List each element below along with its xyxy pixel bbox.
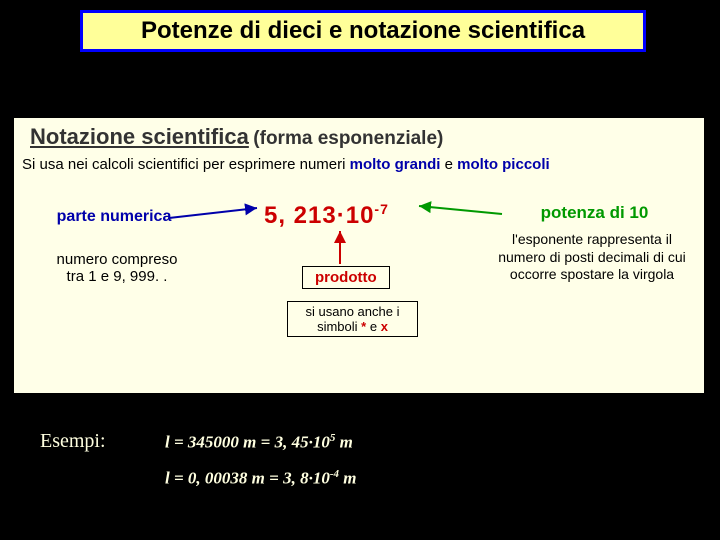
arrow-left-to-expr [169, 196, 269, 226]
simboli-note: si usano anche i simboli * e x [287, 301, 418, 337]
desc-prefix: Si usa nei calcoli scientifici per espri… [22, 156, 350, 173]
esempio-2sup: -4 [330, 468, 339, 480]
left-label: parte numerica [44, 208, 184, 226]
simboli-x: x [381, 319, 388, 334]
page-title: Potenze di dieci e notazione scientifica [80, 10, 646, 52]
section-heading: Notazione scientifica [30, 124, 249, 149]
section-subheading: (forma esponenziale) [253, 128, 443, 149]
expr-sup: -7 [374, 201, 388, 217]
esempi-label: Esempi: [40, 430, 106, 453]
left-sublabel: numero compreso tra 1 e 9, 999. . [42, 251, 192, 285]
esempio-2a: l = 0, 00038 m = 3, 8·10 [165, 469, 330, 488]
esempio-1a: l = 345000 m = 3, 45·10 [165, 433, 330, 452]
simboli-mid: e [366, 319, 380, 334]
right-label: potenza di 10 [507, 203, 682, 223]
content-panel: Notazione scientifica (forma esponenzial… [14, 118, 704, 393]
desc-big: molto grandi [350, 156, 441, 173]
prodotto-label: prodotto [302, 266, 390, 289]
esempio-2b: m [339, 469, 356, 488]
esempio-1: l = 345000 m = 3, 45·105 m [165, 432, 353, 453]
esempio-1b: m [335, 433, 352, 452]
left-sub2: tra 1 e 9, 999. . [67, 268, 168, 285]
section-description: Si usa nei calcoli scientifici per espri… [22, 156, 704, 173]
expr-main: 5, 213·10 [264, 202, 374, 229]
esempio-2: l = 0, 00038 m = 3, 8·10-4 m [165, 468, 356, 489]
desc-small: molto piccoli [457, 156, 550, 173]
right-sublabel: l'esponente rappresenta il numero di pos… [492, 231, 692, 284]
left-sub1: numero compreso [57, 251, 178, 268]
desc-and: e [440, 156, 457, 173]
center-expression: 5, 213·10-7 [264, 201, 389, 230]
arrow-right-to-expr [414, 196, 514, 226]
arrow-prodotto-to-dot [330, 228, 350, 268]
